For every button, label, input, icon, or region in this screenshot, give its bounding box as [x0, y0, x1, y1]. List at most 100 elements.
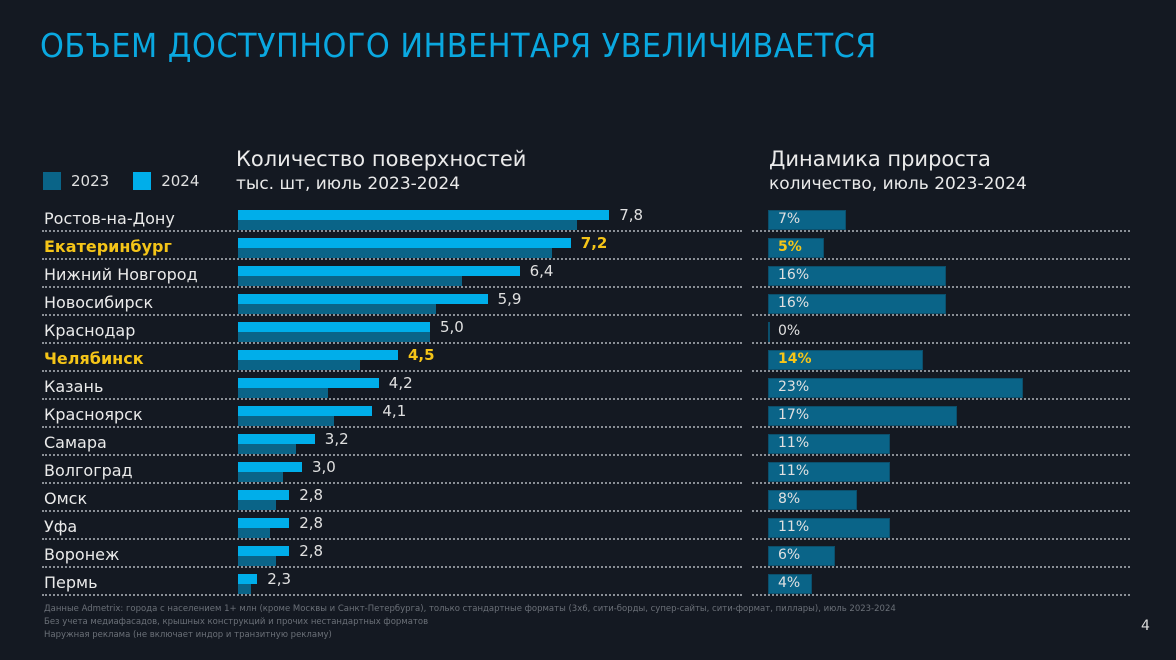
bar-2023: [238, 528, 270, 538]
city-label: Волгоград: [44, 461, 133, 480]
row-separator: [42, 510, 742, 512]
legend-swatch-2023: [43, 172, 61, 190]
value-label-2024: 3,0: [312, 458, 336, 476]
row-separator: [42, 454, 742, 456]
legend: 2023 2024: [43, 172, 223, 190]
growth-value-label: 4%: [778, 575, 801, 591]
bar-2024: [238, 266, 520, 276]
city-label: Челябинск: [44, 349, 144, 368]
bar-2023: [238, 584, 251, 594]
bar-2024: [238, 406, 373, 416]
city-label: Воронеж: [44, 545, 120, 564]
legend-label-2024: 2024: [161, 172, 200, 190]
bar-2024: [238, 574, 258, 584]
bar-2024: [238, 378, 379, 388]
row-separator: [42, 258, 742, 260]
value-label-2024: 2,3: [267, 570, 292, 588]
city-label: Нижний Новгород: [44, 265, 198, 284]
growth-bar: [768, 322, 770, 342]
city-label: Самара: [44, 433, 107, 452]
bar-2024: [238, 322, 430, 332]
footnote: Наружная реклама (не включает индор и тр…: [44, 630, 332, 640]
bar-2024: [238, 350, 398, 360]
growth-bar: [768, 546, 835, 566]
row-separator: [752, 258, 1130, 260]
value-label-2024: 4,5: [408, 346, 435, 364]
growth-bar: [768, 434, 891, 454]
legend-label-2023: 2023: [71, 172, 110, 190]
growth-bar: [768, 378, 1024, 398]
growth-value-label: 0%: [778, 323, 801, 339]
bar-2024: [238, 546, 290, 556]
bar-2024: [238, 518, 290, 528]
left-chart-subtitle: тыс. шт, июль 2023-2024: [236, 174, 461, 194]
value-label-2024: 6,4: [529, 262, 554, 280]
row-separator: [42, 230, 742, 232]
growth-value-label: 16%: [778, 295, 810, 311]
value-label-2024: 2,8: [299, 486, 324, 504]
growth-value-label: 5%: [778, 239, 802, 255]
growth-bar: [768, 210, 846, 230]
page-number: 4: [1141, 618, 1150, 634]
bar-2023: [238, 248, 552, 258]
bar-2024: [238, 462, 302, 472]
row-separator: [42, 314, 742, 316]
growth-value-label: 14%: [778, 351, 812, 367]
row-separator: [42, 538, 742, 540]
row-separator: [752, 426, 1130, 428]
city-label: Омск: [44, 489, 88, 508]
value-label-2024: 3,2: [324, 430, 349, 448]
footnotes: Данные Admetrix: города с населением 1+ …: [44, 603, 896, 642]
value-label-2024: 4,2: [388, 374, 413, 392]
bar-2023: [238, 276, 462, 286]
growth-value-label: 16%: [778, 267, 810, 283]
city-label: Казань: [44, 377, 104, 396]
bar-2023: [238, 500, 277, 510]
legend-item-2023: 2023: [43, 172, 109, 190]
growth-value-label: 11%: [778, 519, 810, 535]
value-label-2024: 4,1: [382, 402, 407, 420]
growth-bar: [768, 238, 824, 258]
row-separator: [752, 230, 1130, 232]
legend-item-2024: 2024: [133, 172, 199, 190]
growth-value-label: 11%: [778, 463, 810, 479]
growth-bar: [768, 294, 946, 314]
city-label: Пермь: [44, 573, 98, 592]
page-title: ОБЪЕМ ДОСТУПНОГО ИНВЕНТАРЯ УВЕЛИЧИВАЕТСЯ: [40, 26, 877, 65]
city-label: Екатеринбург: [44, 237, 172, 256]
row-separator: [42, 566, 742, 568]
bar-2023: [238, 220, 578, 230]
row-separator: [752, 342, 1130, 344]
footnote: Данные Admetrix: города с населением 1+ …: [44, 604, 896, 614]
bar-2024: [238, 490, 290, 500]
right-chart-subtitle: количество, июль 2023-2024: [769, 174, 1027, 194]
row-separator: [752, 314, 1130, 316]
growth-bar: [768, 406, 957, 426]
growth-value-label: 17%: [778, 407, 810, 423]
row-separator: [752, 398, 1130, 400]
bar-2023: [238, 416, 334, 426]
row-separator: [42, 398, 742, 400]
bar-2023: [238, 444, 296, 454]
row-separator: [42, 594, 742, 596]
legend-swatch-2024: [133, 172, 152, 190]
growth-bar: [768, 462, 891, 482]
row-separator: [752, 538, 1130, 540]
row-separator: [42, 426, 742, 428]
city-label: Краснодар: [44, 321, 136, 340]
bar-2023: [238, 304, 437, 314]
footnote: Без учета медиафасадов, крышных конструк…: [44, 617, 429, 627]
row-separator: [752, 594, 1130, 596]
city-label: Новосибирск: [44, 293, 154, 312]
city-label: Красноярск: [44, 405, 143, 424]
row-separator: [42, 342, 742, 344]
value-label-2024: 2,8: [299, 514, 324, 532]
row-separator: [42, 370, 742, 372]
row-separator: [752, 482, 1130, 484]
growth-bar: [768, 266, 946, 286]
value-label-2024: 5,9: [497, 290, 522, 308]
row-separator: [752, 566, 1130, 568]
row-separator: [752, 370, 1130, 372]
value-label-2024: 7,2: [580, 234, 608, 252]
